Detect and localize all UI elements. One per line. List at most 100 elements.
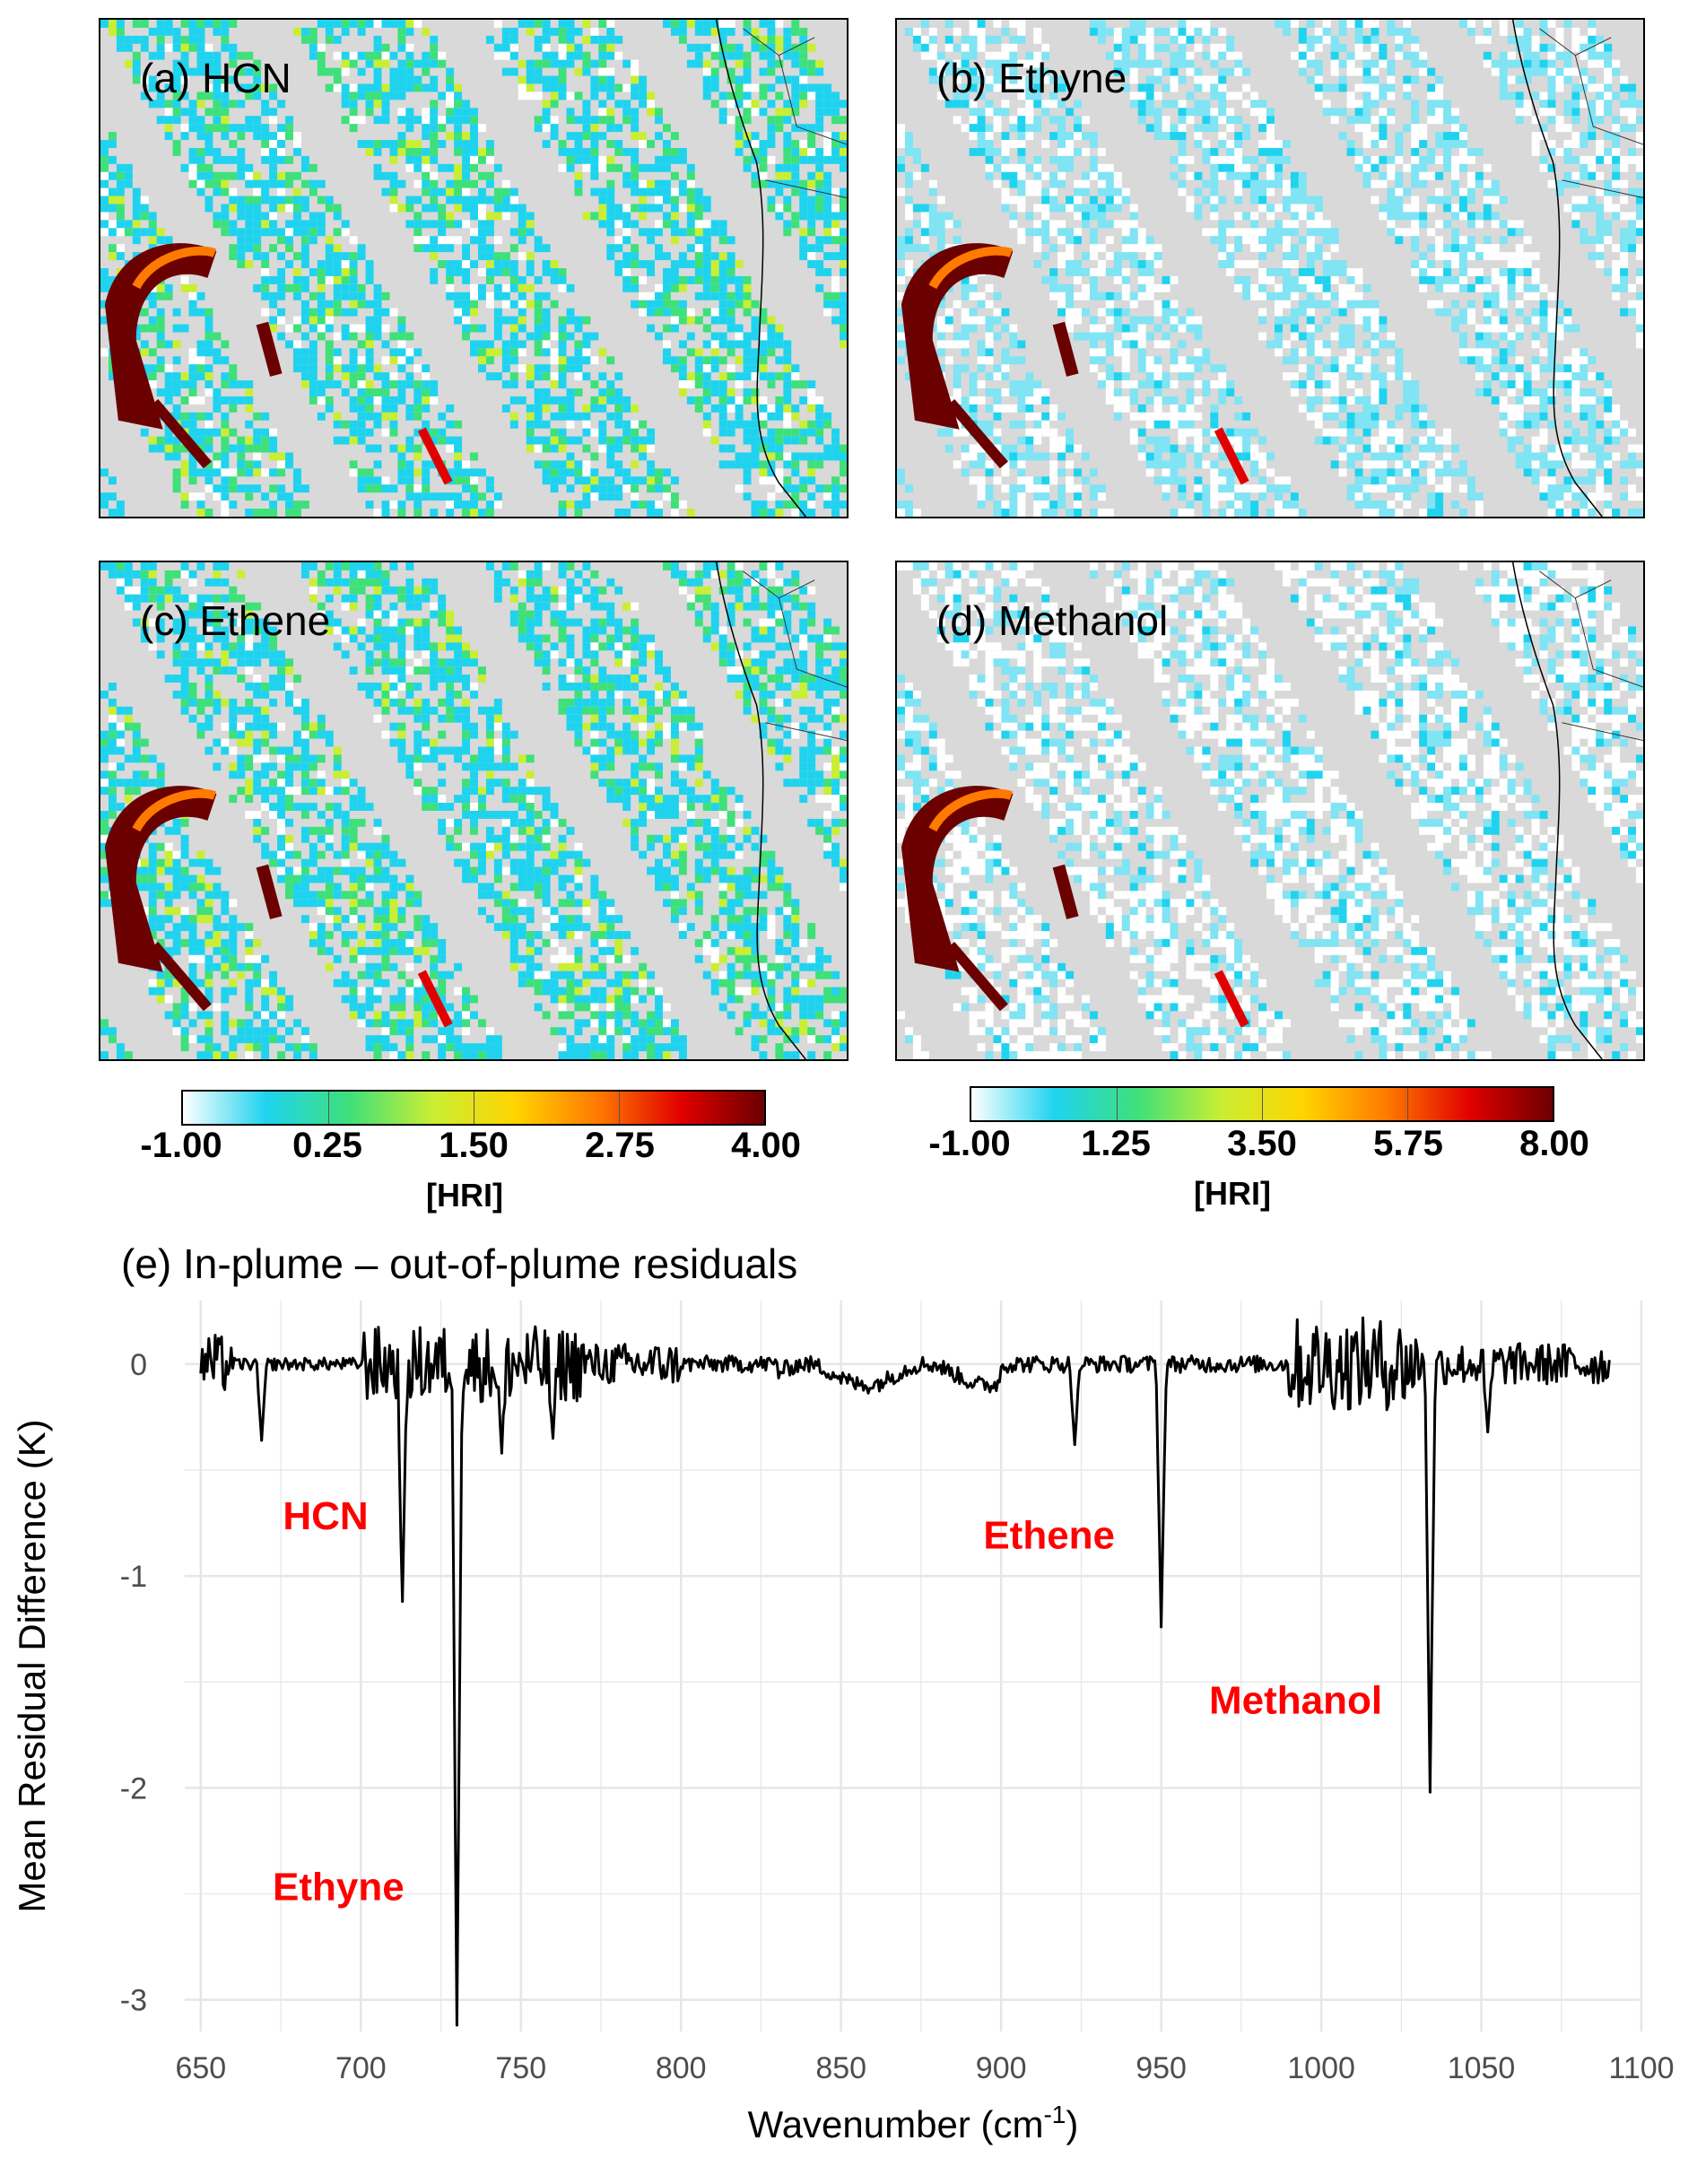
map-pixel	[694, 316, 703, 325]
map-pixel	[300, 27, 309, 36]
map-pixel	[213, 27, 222, 36]
map-pixel	[349, 91, 358, 100]
map-pixel	[148, 236, 157, 245]
map-pixel	[1162, 396, 1170, 405]
map-pixel	[815, 67, 824, 76]
map-pixel	[534, 236, 543, 245]
map-pixel	[405, 147, 414, 156]
map-pixel	[783, 116, 792, 125]
map-pixel	[1596, 420, 1605, 429]
map-pixel	[840, 155, 847, 164]
map-pixel	[631, 300, 640, 309]
map-pixel	[1105, 332, 1114, 341]
map-pixel	[1362, 108, 1371, 117]
map-pixel	[1033, 420, 1042, 429]
map-pixel	[662, 140, 671, 148]
map-pixel	[1226, 108, 1235, 117]
map-pixel	[815, 83, 824, 92]
map-pixel	[493, 163, 502, 172]
map-pixel	[397, 20, 406, 28]
map-pixel	[397, 147, 406, 156]
map-pixel	[1443, 147, 1452, 156]
map-pixel	[1604, 91, 1613, 100]
map-pixel	[1387, 196, 1396, 204]
map-pixel	[381, 484, 390, 493]
map-pixel	[261, 436, 270, 445]
map-pixel	[920, 163, 929, 172]
map-pixel	[743, 308, 752, 317]
map-pixel	[108, 372, 117, 381]
map-pixel	[598, 348, 607, 357]
map-pixel	[518, 59, 527, 68]
map-pixel	[977, 147, 986, 156]
map-pixel	[213, 108, 222, 117]
map-pixel	[1523, 252, 1532, 261]
map-pixel	[1580, 436, 1588, 445]
map-pixel	[1387, 67, 1396, 76]
map-pixel	[1041, 196, 1050, 204]
map-pixel	[389, 332, 398, 341]
map-pixel	[1322, 428, 1331, 437]
map-pixel	[840, 268, 847, 276]
map-pixel	[180, 124, 189, 133]
map-pixel	[1234, 147, 1243, 156]
map-pixel	[799, 228, 808, 237]
map-pixel	[807, 140, 816, 148]
map-pixel	[188, 283, 197, 292]
map-pixel	[1170, 324, 1179, 333]
map-pixel	[188, 356, 197, 365]
map-pixel	[1170, 67, 1179, 76]
map-pixel	[1001, 155, 1010, 164]
map-pixel	[985, 132, 994, 141]
map-pixel	[1145, 356, 1154, 365]
map-pixel	[1066, 163, 1075, 172]
map-pixel	[727, 20, 735, 28]
map-pixel	[1105, 196, 1114, 204]
map-pixel	[928, 179, 937, 188]
map-pixel	[1515, 108, 1524, 117]
map-pixel	[229, 100, 238, 109]
map-pixel	[381, 171, 390, 180]
map-pixel	[229, 476, 238, 485]
map-pixel	[1145, 380, 1154, 389]
map-pixel	[205, 420, 213, 429]
map-pixel	[614, 268, 623, 276]
map-pixel	[1539, 396, 1548, 405]
map-pixel	[1571, 100, 1580, 109]
map-pixel	[196, 27, 205, 36]
map-pixel	[1387, 444, 1396, 453]
map-pixel	[1017, 356, 1026, 365]
map-pixel	[1588, 236, 1597, 245]
map-pixel	[1113, 388, 1122, 396]
map-pixel	[454, 452, 463, 461]
map-pixel	[1371, 316, 1379, 325]
map-pixel	[534, 372, 543, 381]
map-pixel	[470, 348, 478, 357]
map-pixel	[1346, 412, 1355, 421]
map-pixel	[1202, 348, 1211, 357]
map-pixel	[1451, 275, 1459, 284]
map-pixel	[1290, 204, 1299, 213]
map-pixel	[1322, 100, 1331, 109]
map-pixel	[116, 171, 125, 180]
map-pixel	[253, 252, 262, 261]
map-pixel	[639, 75, 648, 84]
map-pixel	[1539, 124, 1548, 133]
map-pixel	[759, 372, 768, 381]
map-pixel	[1282, 268, 1291, 276]
map-pixel	[1338, 43, 1347, 52]
map-pixel	[993, 20, 1002, 28]
map-pixel	[325, 348, 334, 357]
map-pixel	[1475, 324, 1484, 333]
map-pixel	[245, 460, 254, 469]
map-pixel	[1314, 412, 1323, 421]
map-pixel	[639, 163, 648, 172]
map-pixel	[1066, 308, 1075, 317]
map-pixel	[598, 372, 607, 381]
map-pixel	[1250, 260, 1259, 268]
map-pixel	[269, 179, 278, 188]
map-pixel	[405, 220, 414, 229]
map-pixel	[1001, 364, 1010, 373]
map-pixel	[1041, 212, 1050, 221]
map-pixel	[341, 372, 350, 381]
